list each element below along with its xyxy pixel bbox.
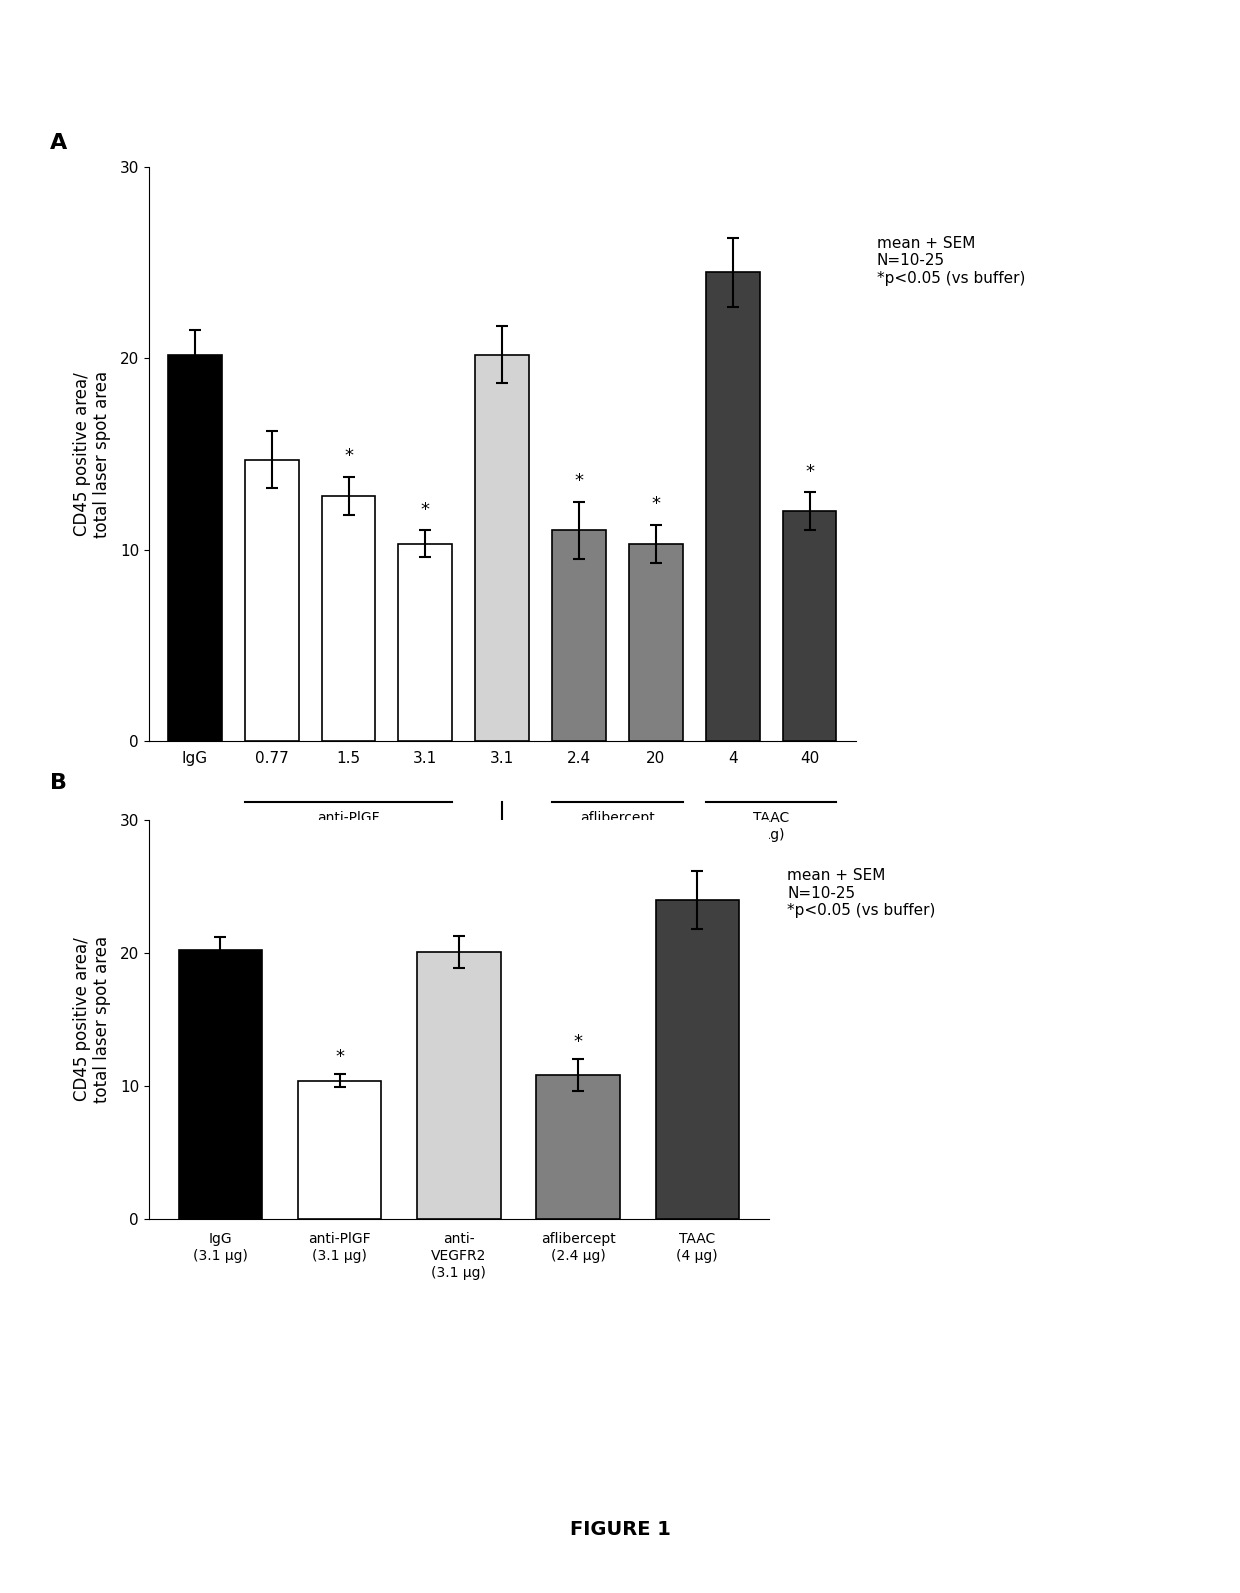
Bar — [475, 355, 529, 741]
Y-axis label: CD45 positive area/
total laser spot area: CD45 positive area/ total laser spot are… — [73, 371, 112, 537]
Text: *: * — [343, 448, 353, 465]
Bar — [629, 543, 683, 741]
Bar — [656, 900, 739, 1219]
Bar — [179, 951, 262, 1219]
Text: *: * — [574, 473, 584, 491]
Text: B: B — [50, 773, 67, 793]
Text: mean + SEM
N=10-25
*p<0.05 (vs buffer): mean + SEM N=10-25 *p<0.05 (vs buffer) — [877, 236, 1025, 285]
Bar — [321, 495, 376, 741]
Y-axis label: CD45 positive area/
total laser spot area: CD45 positive area/ total laser spot are… — [73, 937, 112, 1102]
Text: *: * — [420, 502, 430, 519]
Bar — [782, 511, 837, 741]
Bar — [552, 530, 606, 741]
Bar — [244, 460, 299, 741]
Text: anti-VEGFR2
(μg): anti-VEGFR2 (μg) — [497, 894, 584, 924]
Text: aflibercept
(μg): aflibercept (μg) — [580, 811, 655, 841]
Text: *: * — [805, 464, 813, 481]
Text: *: * — [651, 495, 661, 513]
Text: FIGURE 1: FIGURE 1 — [569, 1520, 671, 1539]
Text: *: * — [574, 1034, 583, 1051]
Text: anti-PlGF
(μg): anti-PlGF (μg) — [317, 811, 379, 841]
Text: A: A — [50, 132, 67, 153]
Bar — [398, 543, 453, 741]
Text: TAAC
(μg): TAAC (μg) — [753, 811, 789, 841]
Text: *: * — [335, 1048, 343, 1066]
Bar — [706, 272, 760, 741]
Text: mean + SEM
N=10-25
*p<0.05 (vs buffer): mean + SEM N=10-25 *p<0.05 (vs buffer) — [787, 868, 936, 918]
Bar — [417, 951, 501, 1219]
Bar — [537, 1075, 620, 1219]
Bar — [167, 355, 222, 741]
Bar — [298, 1080, 382, 1219]
